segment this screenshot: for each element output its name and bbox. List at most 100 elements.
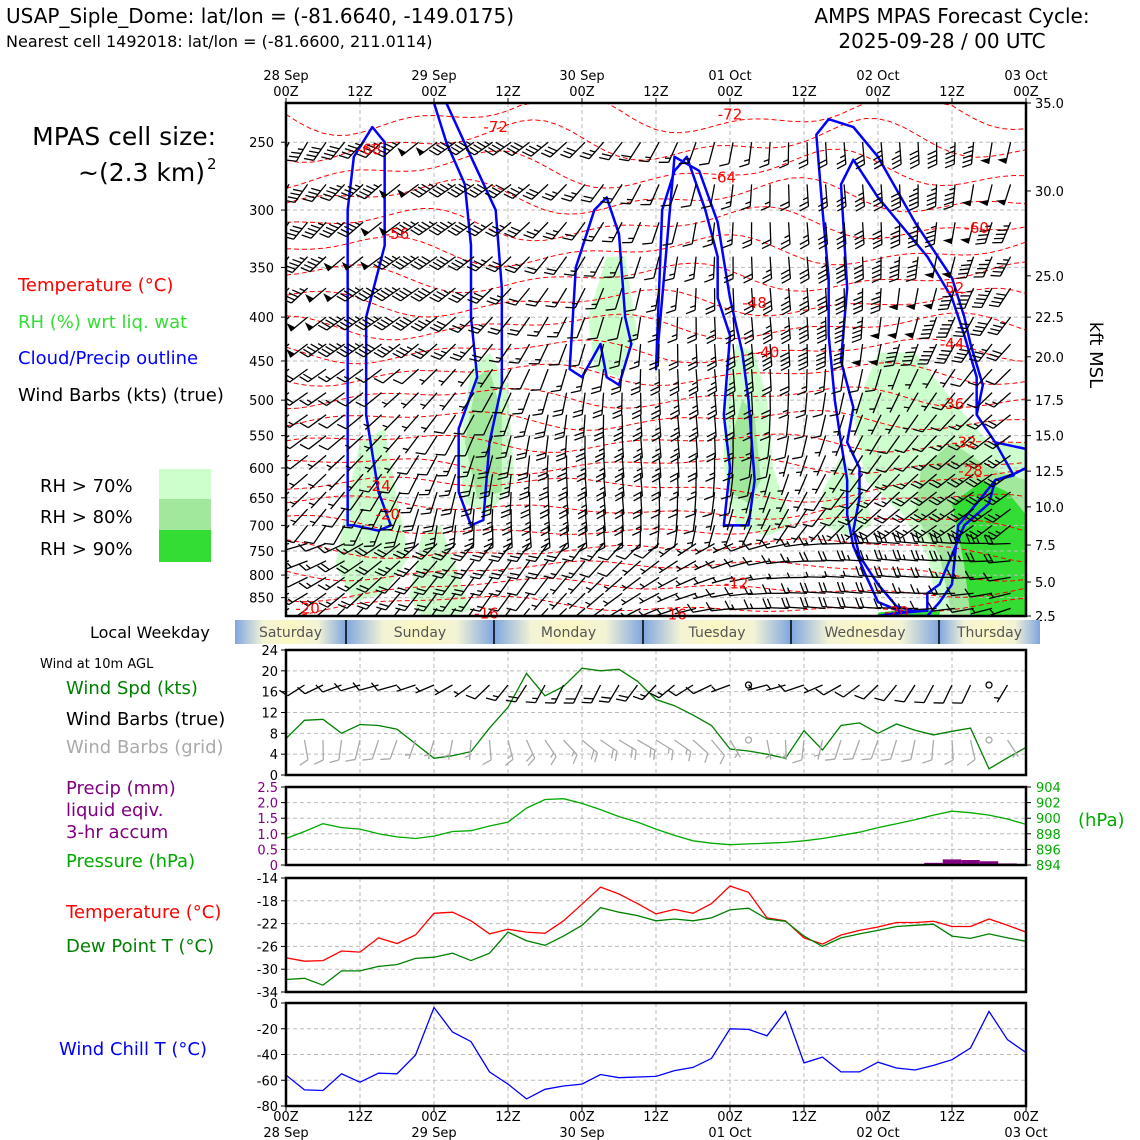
barb-flag xyxy=(848,390,859,394)
barb-flag xyxy=(836,597,842,607)
barb-staff xyxy=(544,739,557,757)
wind-speed-line xyxy=(286,667,1026,770)
top-hour-label: 12Z xyxy=(347,85,373,100)
wind-barb xyxy=(658,141,679,163)
barb-staff xyxy=(933,607,956,612)
wind-barb-true xyxy=(396,684,416,692)
barb-flag xyxy=(525,148,535,154)
barb-flag xyxy=(453,432,464,435)
barb-flag xyxy=(668,365,679,371)
barb-flag xyxy=(987,496,997,503)
barb-staff xyxy=(843,222,847,245)
barb-flag xyxy=(723,543,732,552)
height-tick-label: 7.5 xyxy=(1035,539,1056,554)
barb-flag xyxy=(634,381,641,385)
barb-staff xyxy=(369,491,383,512)
wind-barb xyxy=(299,368,327,383)
barb-flag xyxy=(336,324,346,331)
barb-flag xyxy=(818,596,823,607)
top-hour-label: 00Z xyxy=(865,85,891,100)
barb-flag xyxy=(574,436,584,441)
barb-flag xyxy=(822,597,828,608)
barb-flag xyxy=(381,401,388,405)
wind-barb xyxy=(721,525,734,547)
barb-staff xyxy=(464,435,475,457)
barb-staff xyxy=(382,543,401,558)
barb-flag xyxy=(725,338,735,345)
wind-barb xyxy=(811,473,827,494)
wind-barb xyxy=(758,491,771,514)
wind-barb xyxy=(469,560,494,580)
barb-flag xyxy=(854,230,864,236)
wind-barb xyxy=(926,184,938,211)
barb-staff xyxy=(640,576,660,590)
wind-barb xyxy=(704,256,716,283)
barb-flag xyxy=(927,602,934,612)
barb-flag xyxy=(362,527,372,530)
barb-flag xyxy=(432,261,442,268)
barb-flag xyxy=(964,588,971,598)
wind-barb xyxy=(550,368,568,393)
barb-flag xyxy=(978,233,989,237)
barb-flag xyxy=(965,516,975,523)
barb-flag xyxy=(347,287,357,294)
barb-flag xyxy=(270,158,280,166)
barb-flag xyxy=(869,408,875,410)
wind-barb xyxy=(362,508,383,530)
wind-barb-grid xyxy=(765,739,772,760)
barb-flag xyxy=(490,327,501,332)
barb-flag xyxy=(508,298,519,303)
barb-flag xyxy=(903,406,910,409)
y-tick-label: 20 xyxy=(261,665,278,680)
barb-flag xyxy=(760,490,766,493)
barb-flag xyxy=(615,555,626,560)
barb-flag xyxy=(818,205,828,212)
barb-flag xyxy=(666,530,677,535)
barb-staff xyxy=(492,141,512,156)
barb-staff xyxy=(769,343,773,367)
barb-flag xyxy=(440,350,447,354)
barb-staff xyxy=(305,560,327,571)
barb-staff xyxy=(973,508,993,523)
barb-flag xyxy=(671,750,674,761)
barb-flag xyxy=(509,555,520,559)
barb-flag xyxy=(527,757,536,767)
barb-flag xyxy=(912,225,919,229)
barb-staff xyxy=(955,508,974,523)
barb-staff xyxy=(570,183,586,202)
barb-staff xyxy=(534,543,549,562)
wind-barb xyxy=(813,455,827,476)
barb-flag xyxy=(969,513,979,520)
wind-barb xyxy=(504,256,531,274)
barb-flag xyxy=(907,264,918,269)
barb-flag xyxy=(640,203,651,206)
barb-staff xyxy=(474,684,490,700)
wind-barb xyxy=(448,287,475,304)
barb-flag xyxy=(399,347,409,353)
barb-flag xyxy=(778,414,789,419)
barb-staff xyxy=(880,142,884,165)
wind-barb xyxy=(650,369,661,396)
barb-staff xyxy=(363,287,382,302)
barb-flag xyxy=(705,560,713,569)
barb-flag xyxy=(862,517,869,522)
wind-barb-grid xyxy=(329,739,343,764)
barb-staff xyxy=(1006,739,1019,758)
barb-flag xyxy=(399,319,409,326)
wind-barb-true xyxy=(711,684,731,693)
barb-flag xyxy=(927,163,937,169)
wind-barb xyxy=(724,600,752,611)
wind-barb-grid xyxy=(744,736,753,744)
wind-barb xyxy=(762,598,789,610)
barb-flag xyxy=(341,192,351,198)
wind-barb xyxy=(525,543,549,563)
barb-flag xyxy=(692,405,698,409)
barb-staff xyxy=(729,576,752,583)
barb-flag xyxy=(947,533,953,543)
barb-staff xyxy=(787,184,790,207)
barb-staff xyxy=(658,435,662,458)
barb-flag xyxy=(705,601,712,612)
wind-barb xyxy=(630,369,642,396)
wind-barb-true xyxy=(834,684,860,698)
barb-flag xyxy=(336,316,342,321)
